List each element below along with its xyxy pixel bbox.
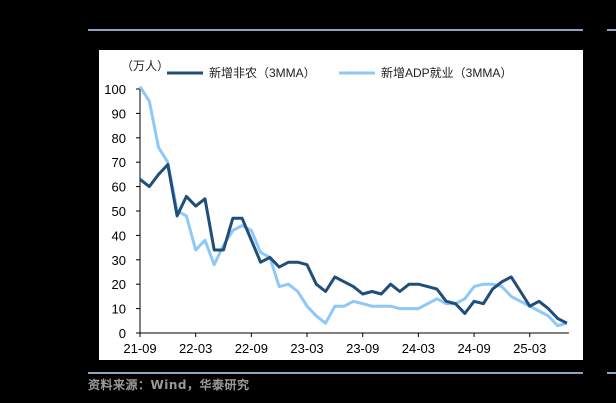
- y-tick-label: 10: [112, 302, 126, 317]
- y-tick-label: 70: [112, 155, 126, 170]
- x-tick-label: 23-03: [290, 341, 323, 356]
- x-tick-label: 22-03: [179, 341, 212, 356]
- chart-panel: （万人） 新增非农（3MMA） 新增ADP就业（3MMA） 0 10 20 30 40 5…: [99, 50, 583, 360]
- x-tick-label: 24-03: [402, 341, 435, 356]
- bottom-rule: [88, 372, 583, 374]
- y-tick-label: 100: [104, 82, 126, 97]
- bottom-rule-right: [607, 372, 616, 374]
- y-tick-label: 80: [112, 131, 126, 146]
- series-line-adp: [138, 85, 568, 328]
- y-tick-label: 20: [112, 277, 126, 292]
- y-tick-label: 60: [112, 180, 126, 195]
- y-tick-label: 30: [112, 253, 126, 268]
- y-tick-label: 90: [112, 106, 126, 121]
- unit-label: （万人）: [121, 59, 169, 73]
- line-chart: （万人） 新增非农（3MMA） 新增ADP就业（3MMA） 0 10 20 30 40 5…: [104, 59, 569, 356]
- x-tick-label: 22-09: [235, 341, 268, 356]
- legend-label-nonfarm: 新增非农（3MMA）: [209, 65, 316, 80]
- x-tick-label: 21-09: [123, 341, 156, 356]
- series-line-nonfarm: [139, 163, 568, 325]
- top-rule: [88, 29, 583, 31]
- y-tick-label: 0: [119, 326, 126, 341]
- plot-lines: [138, 85, 568, 328]
- y-axis: 0 10 20 30 40 50 60 70 80 90 100: [104, 82, 141, 341]
- y-tick-label: 40: [112, 228, 126, 243]
- top-rule-right: [607, 29, 616, 31]
- x-axis: 21-09 22-03 22-09 23-03 23-09 24-03 24-09 25-03: [123, 332, 569, 356]
- legend: （万人） 新增非农（3MMA） 新增ADP就业（3MMA）: [121, 59, 512, 80]
- y-tick-label: 50: [112, 204, 126, 219]
- x-tick-label: 23-09: [346, 341, 379, 356]
- x-tick-label: 24-09: [457, 341, 490, 356]
- x-tick-label: 25-03: [513, 341, 546, 356]
- legend-label-adp: 新增ADP就业（3MMA）: [381, 65, 512, 80]
- source-note: 资料来源：Wind，华泰研究: [88, 378, 250, 392]
